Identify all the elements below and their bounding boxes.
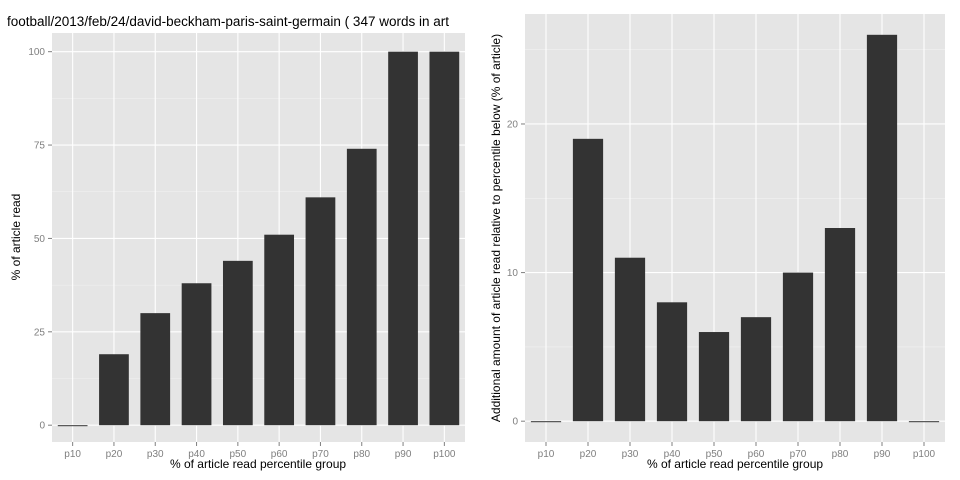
left-x-axis-title: % of article read percentile group xyxy=(170,457,346,471)
left-bar-p60 xyxy=(264,234,295,426)
left-bar-p30 xyxy=(140,313,171,426)
left-y-tick-label: 50 xyxy=(34,234,46,245)
right-x-tick-label-p70: p70 xyxy=(790,449,807,460)
right-y-tick-label: 0 xyxy=(512,417,518,428)
left-x-tick-label-p10: p10 xyxy=(64,449,81,460)
left-bar-p90 xyxy=(388,51,418,426)
right-x-tick-label-p100: p100 xyxy=(913,449,936,460)
right-bar-p30 xyxy=(614,257,646,422)
left-y-axis-title: % of article read xyxy=(9,194,23,281)
right-bar-p50 xyxy=(698,332,730,422)
left-x-tick-label-p30: p30 xyxy=(147,449,164,460)
right-x-tick-label-p30: p30 xyxy=(622,449,639,460)
left-bar-p100 xyxy=(429,51,460,426)
left-bar-p40 xyxy=(181,283,212,426)
left-bar-p10 xyxy=(57,425,88,427)
left-y-tick-label: 75 xyxy=(34,141,46,152)
right-x-tick-label-p50: p50 xyxy=(706,449,723,460)
right-x-axis: p10 p20 p30 p40 p50 p60 p70 p80 p90 p100 xyxy=(538,442,936,460)
left-x-tick-label-p100: p100 xyxy=(433,449,456,460)
left-x-tick-label-p50: p50 xyxy=(230,449,247,460)
left-y-axis: 0 25 50 75 100 xyxy=(28,47,52,432)
left-y-tick-label: 25 xyxy=(34,327,46,338)
right-bars xyxy=(530,34,940,423)
right-chart: 0 10 20 p10 p20 p30 p40 p50 p60 p70 p80 p90 p100 % … xyxy=(489,14,945,471)
right-bar-p60 xyxy=(740,317,772,422)
right-bar-p100 xyxy=(908,421,940,423)
left-bar-p80 xyxy=(346,148,377,426)
left-x-axis: p10 p20 p30 p40 p50 p60 p70 p80 p90 p100 xyxy=(64,442,456,460)
left-y-tick-label: 0 xyxy=(39,421,45,432)
right-bar-p20 xyxy=(572,138,604,422)
left-bar-p70 xyxy=(305,197,336,426)
right-bar-p80 xyxy=(824,228,856,422)
right-x-tick-label-p60: p60 xyxy=(748,449,765,460)
right-x-tick-label-p10: p10 xyxy=(538,449,555,460)
right-x-tick-label-p90: p90 xyxy=(874,449,891,460)
left-x-tick-label-p80: p80 xyxy=(353,449,370,460)
right-bar-p40 xyxy=(656,302,688,422)
left-chart-title: football/2013/feb/24/david-beckham-paris… xyxy=(7,14,449,29)
right-y-tick-label: 10 xyxy=(507,268,519,279)
left-bars xyxy=(57,51,460,427)
left-bar-p20 xyxy=(99,354,129,426)
right-x-tick-label-p80: p80 xyxy=(832,449,849,460)
right-y-tick-label: 20 xyxy=(507,119,519,130)
left-y-tick-label: 100 xyxy=(28,47,45,58)
right-bar-p10 xyxy=(530,421,562,423)
left-x-tick-label-p60: p60 xyxy=(271,449,288,460)
right-bar-p90 xyxy=(866,34,898,422)
right-x-axis-title: % of article read percentile group xyxy=(647,457,823,471)
left-x-tick-label-p20: p20 xyxy=(106,449,123,460)
left-bar-p50 xyxy=(222,260,253,426)
right-y-axis: 0 10 20 xyxy=(507,119,525,428)
right-y-axis-title: Additional amount of article read relati… xyxy=(489,34,503,422)
right-x-tick-label-p40: p40 xyxy=(664,449,681,460)
left-x-tick-label-p90: p90 xyxy=(395,449,412,460)
left-x-tick-label-p70: p70 xyxy=(312,449,329,460)
right-bar-p70 xyxy=(782,272,814,422)
left-x-tick-label-p40: p40 xyxy=(188,449,205,460)
right-x-tick-label-p20: p20 xyxy=(580,449,597,460)
